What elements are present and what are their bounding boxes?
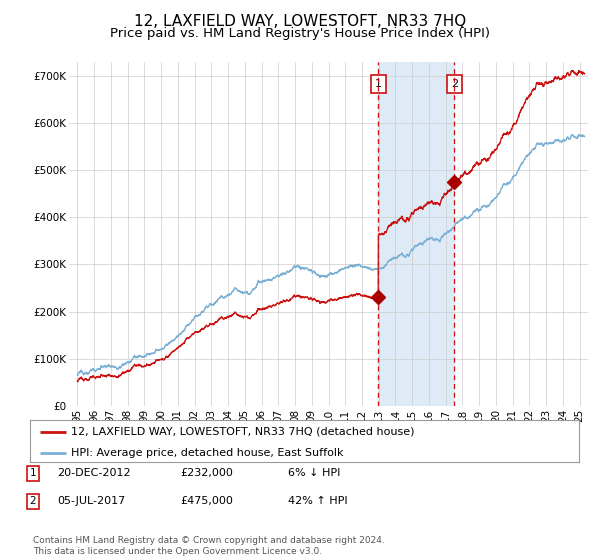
Text: Price paid vs. HM Land Registry's House Price Index (HPI): Price paid vs. HM Land Registry's House … [110,27,490,40]
Text: £475,000: £475,000 [180,496,233,506]
Text: 05-JUL-2017: 05-JUL-2017 [57,496,125,506]
Text: 1: 1 [375,79,382,89]
Text: 42% ↑ HPI: 42% ↑ HPI [288,496,347,506]
Text: 1: 1 [29,468,37,478]
Text: 20-DEC-2012: 20-DEC-2012 [57,468,131,478]
Text: 12, LAXFIELD WAY, LOWESTOFT, NR33 7HQ (detached house): 12, LAXFIELD WAY, LOWESTOFT, NR33 7HQ (d… [71,427,415,437]
Text: £232,000: £232,000 [180,468,233,478]
Text: HPI: Average price, detached house, East Suffolk: HPI: Average price, detached house, East… [71,448,344,458]
Text: 6% ↓ HPI: 6% ↓ HPI [288,468,340,478]
Text: 2: 2 [451,79,458,89]
Text: Contains HM Land Registry data © Crown copyright and database right 2024.
This d: Contains HM Land Registry data © Crown c… [33,536,385,556]
Text: 2: 2 [29,496,37,506]
Bar [378,62,454,406]
Text: 12, LAXFIELD WAY, LOWESTOFT, NR33 7HQ: 12, LAXFIELD WAY, LOWESTOFT, NR33 7HQ [134,14,466,29]
